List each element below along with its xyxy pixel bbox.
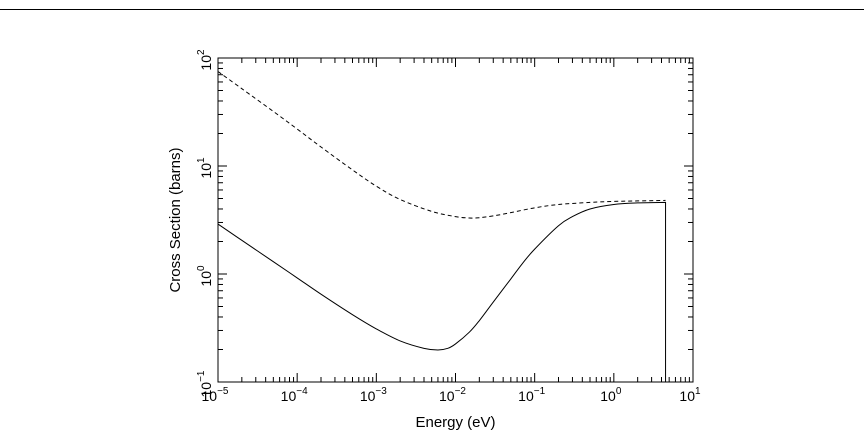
x-tick-label: 10−3 [360, 386, 387, 404]
x-tick-label: 10−4 [281, 386, 308, 404]
x-tick-label: 10−2 [439, 386, 466, 404]
data-series [217, 71, 667, 382]
solid-series-line [217, 201, 667, 382]
x-axis-label: Energy (eV) [415, 414, 495, 431]
x-tick-label: 10−5 [202, 386, 229, 404]
y-tick-label: 101 [196, 157, 214, 179]
y-axis-label: Cross Section (barns) [167, 147, 184, 292]
axis-ticks [217, 57, 694, 383]
dashed-series-line [217, 71, 666, 219]
y-tick-label: 10−1 [196, 370, 214, 397]
top-rule [0, 9, 864, 10]
x-tick-label: 100 [600, 386, 622, 404]
x-tick-label: 10−1 [518, 386, 545, 404]
y-tick-label: 100 [196, 265, 214, 287]
plot-frame [217, 57, 694, 383]
axis-tick-labels: 10−5 10−4 10−3 10−2 10−1 100 101 10−1 100 101 102 [196, 49, 701, 404]
x-tick-label: 101 [679, 386, 701, 404]
y-tick-label: 102 [196, 49, 214, 71]
